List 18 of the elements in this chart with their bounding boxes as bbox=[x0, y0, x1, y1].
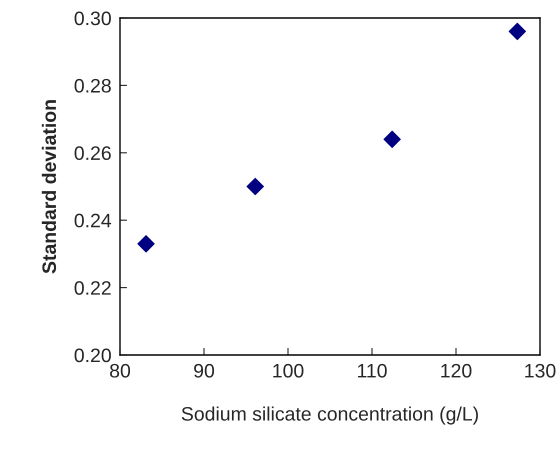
y-axis-title: Standard deviation bbox=[42, 100, 56, 274]
y-tick-label: 0.30 bbox=[74, 11, 111, 26]
point bbox=[383, 130, 401, 148]
x-tick-label: 120 bbox=[441, 364, 472, 378]
point bbox=[137, 235, 155, 252]
x-tick-label: 90 bbox=[194, 364, 214, 378]
x-tick-label: 80 bbox=[110, 364, 130, 378]
y-tick-label: 0.26 bbox=[74, 146, 111, 160]
x-axis-title: Sodium silicate concentration (g/L) bbox=[182, 406, 478, 425]
x-tick-label: 130 bbox=[525, 364, 556, 378]
y-tick-label: 0.20 bbox=[74, 348, 111, 362]
x-tick-label: 100 bbox=[273, 364, 304, 378]
point bbox=[246, 178, 264, 196]
y-tick-label: 0.24 bbox=[74, 214, 112, 228]
y-tick-label: 0.22 bbox=[74, 281, 111, 295]
point bbox=[508, 22, 526, 40]
y-tick-label: 0.28 bbox=[74, 78, 111, 93]
x-tick-label: 110 bbox=[358, 364, 387, 378]
